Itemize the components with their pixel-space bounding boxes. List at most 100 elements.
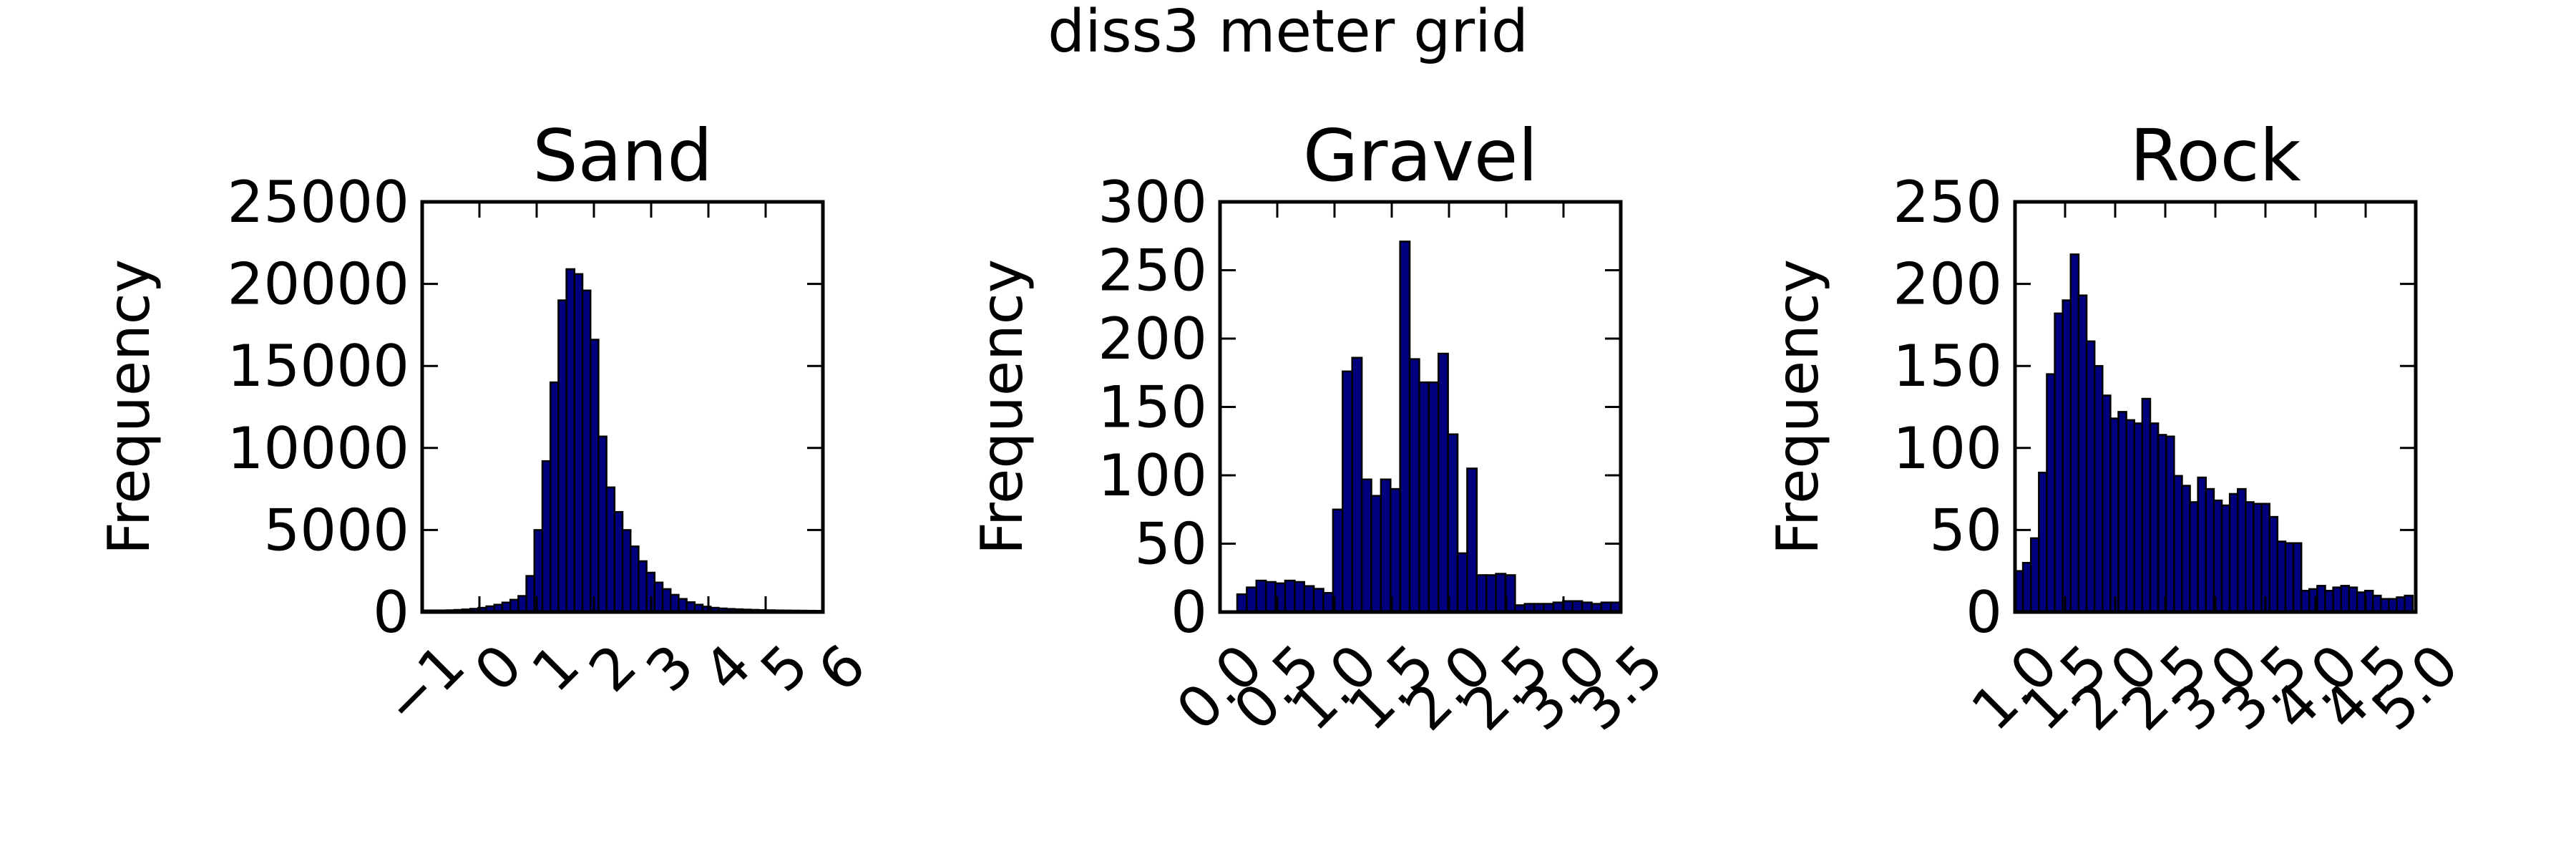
histogram-bar — [2388, 598, 2398, 613]
histogram-bar — [2212, 499, 2223, 613]
histogram-bar — [573, 273, 584, 613]
histogram-bar — [2181, 485, 2191, 613]
y-tick-label: 200 — [1098, 306, 1207, 372]
histogram-bar — [2268, 515, 2279, 613]
histogram-bar — [1447, 433, 1459, 613]
histogram-bar — [2085, 340, 2096, 613]
histogram-bar — [2069, 253, 2080, 613]
histogram-bar — [638, 560, 648, 613]
histogram-bar — [2149, 422, 2160, 613]
histogram-bar — [2380, 598, 2390, 613]
y-tick-label: 150 — [1893, 333, 2002, 399]
y-tick-label: 0 — [373, 579, 409, 646]
histogram-bar — [2077, 294, 2088, 613]
histogram-bar — [1408, 358, 1420, 613]
histogram-bar — [597, 435, 608, 613]
histogram-bar — [2324, 589, 2334, 613]
histogram-bar — [581, 289, 592, 613]
histogram-bar — [1322, 592, 1335, 613]
histogram-bar — [2054, 312, 2064, 613]
histogram-bar — [2157, 434, 2167, 613]
histogram-bar — [1485, 574, 1497, 613]
histogram-bar — [2332, 586, 2343, 613]
histogram-bar — [2205, 487, 2215, 613]
y-tick-label: 50 — [1929, 497, 2002, 563]
y-tick-label: 100 — [1893, 415, 2002, 482]
y-tick-label: 0 — [1171, 579, 1207, 646]
histogram-bar — [621, 529, 632, 613]
y-tick-label: 15000 — [228, 333, 410, 399]
histogram-bar — [549, 381, 560, 613]
histogram-bar — [2371, 594, 2382, 613]
y-tick-label: 100 — [1098, 442, 1207, 509]
histogram-bar — [2348, 586, 2358, 613]
histogram-bar — [2189, 501, 2199, 613]
y-tick-label: 200 — [1893, 251, 2002, 318]
histogram-bar — [653, 581, 664, 613]
histogram-bar — [629, 545, 640, 613]
histogram-bar — [2165, 435, 2175, 613]
histogram-bar — [2404, 594, 2414, 613]
histogram-bar — [2046, 373, 2056, 613]
histogram-bar — [1303, 585, 1315, 613]
y-tick-label: 250 — [1098, 238, 1207, 304]
histogram-bar — [2236, 487, 2247, 613]
histogram-bar — [1495, 573, 1507, 613]
histogram-bar — [1428, 381, 1440, 613]
histogram-bar — [605, 486, 616, 613]
histogram-bar — [565, 268, 576, 613]
y-tick-label: 50 — [1134, 511, 1207, 578]
histogram-bar — [2125, 419, 2135, 613]
y-tick-label: 150 — [1098, 374, 1207, 441]
histogram-bar — [2316, 585, 2326, 613]
histogram-bar — [2284, 542, 2295, 613]
histogram-bar — [669, 593, 680, 613]
histogram-bar — [1475, 574, 1488, 613]
histogram-bar — [2300, 589, 2311, 613]
histogram-bar — [613, 510, 624, 613]
histogram-bar — [509, 598, 519, 613]
histogram-bar — [2021, 561, 2032, 613]
histogram-bar — [1312, 588, 1324, 613]
chart-title-rock: Rock — [2129, 114, 2301, 198]
histogram-bar — [2197, 476, 2207, 613]
y-tick-label: 0 — [1966, 579, 2002, 646]
y-axis-label: Frequency — [96, 259, 162, 555]
histogram-bar — [1246, 586, 1258, 613]
histogram-bar — [2133, 422, 2144, 613]
histogram-bar — [1360, 478, 1372, 613]
histogram-bar — [2220, 504, 2231, 613]
histogram-bar — [2062, 299, 2072, 613]
histogram-bar — [533, 529, 544, 613]
histogram-bar — [2173, 475, 2183, 613]
y-tick-label: 250 — [1893, 169, 2002, 236]
histogram-bar — [1466, 467, 1478, 613]
histogram-bar — [1294, 581, 1305, 613]
histogram-bar — [1390, 487, 1401, 613]
histogram-bar — [1437, 352, 1449, 613]
histogram-bar — [557, 299, 567, 613]
histogram-bar — [1284, 579, 1296, 613]
histogram-bar — [1255, 579, 1267, 613]
histogram-bar — [1456, 552, 1468, 613]
chart-title-gravel: Gravel — [1303, 114, 1538, 198]
histogram-bar — [1342, 370, 1353, 613]
histogram-bar — [2117, 411, 2127, 613]
histogram-bar — [1264, 581, 1277, 613]
axes-frame — [420, 200, 825, 614]
y-tick-label: 300 — [1098, 169, 1207, 236]
histogram-bar — [1236, 593, 1248, 613]
histogram-bar — [2396, 596, 2406, 613]
y-axis-label: Frequency — [1765, 259, 1831, 555]
y-axis-label: Frequency — [969, 259, 1035, 555]
histogram-bar — [2109, 417, 2119, 613]
histogram-bar — [678, 598, 688, 613]
histogram-bar — [1380, 478, 1392, 613]
histogram-bar — [2260, 503, 2270, 613]
histogram-bar — [2340, 585, 2351, 613]
histogram-bar — [1370, 495, 1382, 613]
y-tick-label: 10000 — [228, 415, 410, 482]
histogram-bar — [525, 575, 536, 613]
histogram-bar — [541, 460, 552, 613]
